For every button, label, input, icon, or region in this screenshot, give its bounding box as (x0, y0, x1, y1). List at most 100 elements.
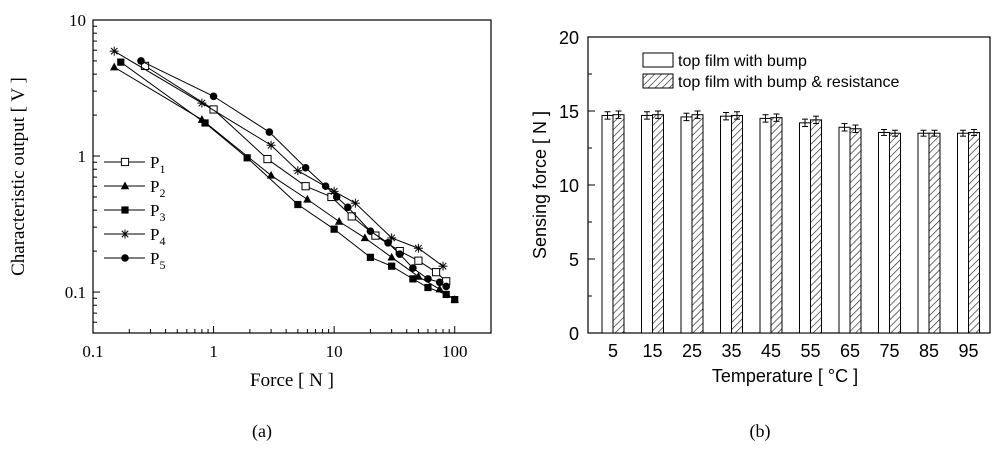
chart-b-x-tick-label: 55 (800, 341, 820, 361)
chart-a-data-point (424, 275, 432, 283)
chart-a-x-tick-label: 0.1 (82, 342, 103, 361)
chart-b-x-tick-label: 5 (608, 341, 618, 361)
chart-a-legend-item: P3 (104, 201, 165, 224)
chart-a-data-point (435, 278, 444, 287)
chart-b-x-tick-label: 75 (879, 341, 899, 361)
chart-a-legend-label: P3 (150, 201, 165, 224)
chart-a-data-point (330, 225, 338, 233)
chart-a-data-point (350, 198, 360, 208)
chart-a-data-point (334, 217, 344, 225)
chart-a-data-point (366, 253, 375, 261)
chart-a-legend-label: P2 (150, 177, 165, 200)
chart-a-data-point (201, 119, 209, 127)
chart-a-legend-subscript: 3 (159, 210, 165, 224)
chart-a-data-point (266, 170, 276, 179)
asterisk-stroke (267, 141, 275, 149)
chart-a-data-point (110, 62, 119, 71)
chart-a-data-point (303, 194, 312, 203)
chart-b-error-bar (734, 111, 740, 120)
chart-b-legend-item: top film with bump (642, 52, 807, 70)
chart-b-error-bar (813, 115, 819, 125)
chart-b-error-bar (644, 111, 650, 120)
chart-a-y-axis-label: Characteristic output [ V ] (8, 77, 29, 276)
chart-a-legend-name: P (150, 249, 159, 268)
chart-b-legend-item: top film with bump & resistance (642, 73, 900, 91)
chart-a-data-point (451, 296, 459, 304)
chart-a-y-tick-label: 0.1 (65, 283, 86, 302)
chart-b-x-axis-label: Temperature [ °C ] (712, 366, 858, 386)
chart-b-error-bar (694, 110, 701, 119)
chart-a-data-point (137, 57, 145, 65)
chart-b-error-bar (683, 112, 690, 122)
chart-b-bar-bump (680, 116, 693, 334)
chart-a-caption: (a) (252, 421, 272, 442)
chart-a-legend-marker (121, 254, 129, 262)
chart-b-bar-bump-resistance (770, 117, 783, 334)
asterisk-stroke (198, 99, 206, 107)
chart-a-data-point (197, 98, 207, 108)
chart-a-legend-marker (120, 157, 130, 167)
chart-b-error-bar (615, 110, 622, 119)
chart-a-legend-name: P (150, 225, 159, 244)
chart-b-error-bar (802, 118, 808, 128)
chart-a-series-3 (117, 58, 459, 304)
chart-a-legend-item: P1 (104, 153, 165, 176)
chart-a-y-tick-label: 10 (69, 11, 86, 30)
chart-b-bar-bump-resistance (691, 114, 704, 334)
chart-a-data-point (384, 239, 392, 247)
asterisk-stroke (330, 187, 338, 195)
chart-b: Temperature [ °C ] Sensing force [ N ] (… (530, 28, 991, 442)
chart-b-x-tick-label: 95 (958, 341, 978, 361)
chart-a-legend-name: P (150, 177, 159, 196)
chart-b-caption: (b) (750, 421, 771, 442)
chart-a-data-point (344, 203, 352, 212)
chart-a-x-tick-label: 100 (442, 342, 468, 361)
chart-b-bar-bump-resistance (928, 132, 941, 334)
chart-b-error-bar (723, 111, 729, 121)
chart-b-x-tick-label: 15 (642, 341, 662, 361)
asterisk-stroke (110, 47, 118, 55)
chart-a-x-tick-label: 1 (209, 342, 218, 361)
chart-a-x-axis-label: Force [ N ] (250, 370, 334, 391)
asterisk-stroke (439, 262, 447, 270)
chart-a-data-point (265, 128, 274, 136)
chart-b-legend-label: top film with bump (678, 53, 807, 70)
chart-b-bar-bump (957, 132, 969, 334)
chart-a-legend-marker (120, 181, 130, 190)
chart-b-bar-bump (720, 115, 732, 334)
chart-b-error-bar (604, 111, 611, 120)
chart-b-bar-bump (759, 117, 772, 334)
chart-a-legend-item: P5 (104, 249, 165, 272)
chart-b-bar-bump (601, 114, 614, 334)
chart-a-data-point (366, 227, 375, 236)
chart-b-bar-bump-resistance (849, 128, 862, 334)
chart-b-x-tick-label: 65 (840, 341, 860, 361)
asterisk-stroke (294, 167, 302, 175)
chart-b-bar-bump-resistance (810, 119, 822, 334)
chart-a-data-point (109, 46, 119, 56)
chart-b-y-tick-label: 10 (559, 176, 579, 196)
chart-a-legend-subscript: 4 (159, 234, 165, 248)
chart-a-x-tick-label: 10 (326, 342, 343, 361)
chart-a-data-point (435, 284, 444, 293)
chart-a-data-point (243, 154, 251, 162)
chart-b-bar-bump-resistance (731, 114, 743, 334)
chart-a-data-point (321, 182, 330, 191)
chart-a-data-point (431, 268, 441, 277)
chart-a-data-point (442, 290, 450, 299)
chart-a-series-1 (140, 61, 451, 286)
chart-b-bar-bump (878, 131, 890, 334)
chart-b-legend-swatch (642, 73, 674, 89)
chart-a-data-point (424, 283, 432, 292)
chart-b-bar-bump-resistance (612, 114, 625, 334)
chart-a-data-point (371, 231, 380, 240)
chart-b-error-bar (960, 129, 966, 137)
asterisk-stroke (414, 244, 423, 252)
chart-b-y-tick-label: 0 (569, 324, 579, 344)
chart-a-plot-frame (92, 19, 492, 334)
chart-b-legend-swatch (642, 52, 674, 68)
chart-b-error-bar (881, 129, 887, 136)
chart-b-x-tick-label: 25 (682, 341, 702, 361)
chart-b-y-tick-label: 5 (569, 250, 579, 270)
